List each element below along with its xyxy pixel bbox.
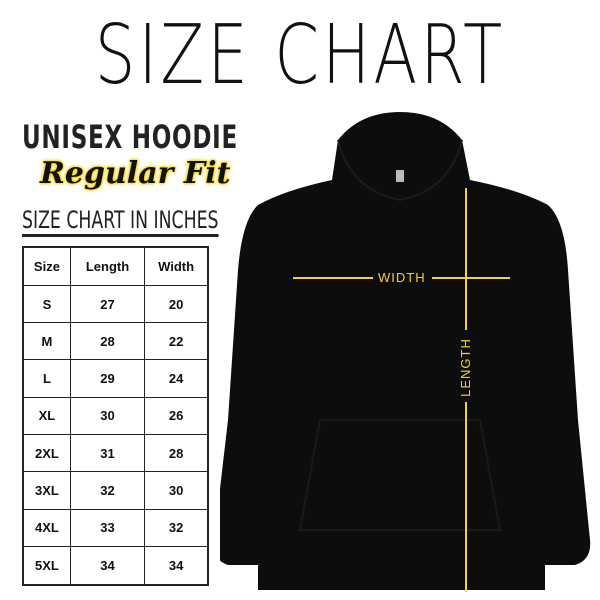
table-row: L 29 24	[22, 359, 209, 398]
table-cell: 24	[144, 359, 209, 398]
table-cell: 4XL	[22, 508, 71, 548]
column-header: Width	[144, 246, 209, 286]
table-cell: 26	[144, 396, 209, 436]
length-label: LENGTH	[457, 338, 473, 397]
table-cell: S	[22, 284, 71, 324]
column-header: Length	[69, 246, 146, 286]
page-title: SIZE CHART	[94, 8, 506, 103]
table-row: 3XL 32 30	[22, 471, 209, 510]
table-cell: 34	[69, 546, 146, 586]
table-cell: 2XL	[22, 434, 71, 473]
table-cell: 28	[144, 434, 209, 473]
chart-subtitle: SIZE CHART IN INCHES	[22, 206, 219, 237]
fit-label: Regular Fit	[40, 156, 231, 191]
table-cell: 27	[69, 284, 146, 324]
table-row: 4XL 33 32	[22, 508, 209, 548]
product-name: UNISEX HOODIE	[22, 118, 238, 156]
table-cell: M	[22, 322, 71, 361]
table-row: 5XL 34 34	[22, 546, 209, 586]
table-cell: 30	[69, 396, 146, 436]
table-row: M 28 22	[22, 322, 209, 361]
table-cell: 31	[69, 434, 146, 473]
table-cell: 20	[144, 284, 209, 324]
table-cell: 32	[69, 471, 146, 510]
table-cell: 30	[144, 471, 209, 510]
table-cell: 22	[144, 322, 209, 361]
table-cell: 32	[144, 508, 209, 548]
table-cell: 29	[69, 359, 146, 398]
hoodie-body	[220, 112, 591, 590]
table-row: XL 30 26	[22, 396, 209, 436]
table-cell: 3XL	[22, 471, 71, 510]
width-label: WIDTH	[378, 270, 426, 285]
hoodie-image	[220, 112, 591, 592]
table-cell: XL	[22, 396, 71, 436]
table-cell: 34	[144, 546, 209, 586]
table-cell: 33	[69, 508, 146, 548]
table-cell: 5XL	[22, 546, 71, 586]
table-cell: L	[22, 359, 71, 398]
table-row: S 27 20	[22, 284, 209, 324]
table-cell: 28	[69, 322, 146, 361]
column-header: Size	[22, 246, 71, 286]
table-header-row: Size Length Width	[22, 246, 209, 286]
size-table: Size Length Width S 27 20 M 28 22 L 29 24 XL 30 26 2XL 3…	[22, 246, 209, 586]
table-row: 2XL 31 28	[22, 434, 209, 473]
